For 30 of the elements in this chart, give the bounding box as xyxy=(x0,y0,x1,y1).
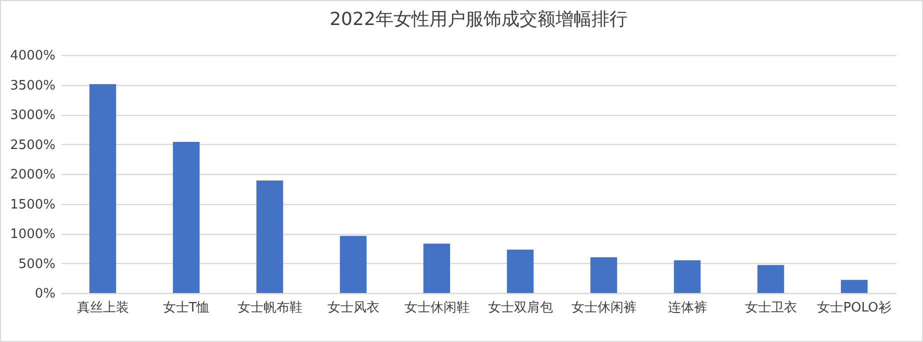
bar xyxy=(256,180,284,293)
x-tick-label: 连体裤 xyxy=(668,300,707,316)
x-tick-label: 女士卫衣 xyxy=(744,300,797,316)
y-tick-label: 1000% xyxy=(10,227,56,242)
bar xyxy=(506,250,534,293)
x-tick-label: 女士休闲鞋 xyxy=(404,300,470,316)
x-tick-label: 女士风衣 xyxy=(327,300,380,316)
y-tick-label: 2000% xyxy=(10,168,56,182)
x-tick-label: 女士帆布鞋 xyxy=(237,300,302,316)
x-tick-label: 女士POLO衫 xyxy=(817,300,892,316)
chart-title: 2022年女性用户服饰成交额增幅排行 xyxy=(330,9,628,30)
bar xyxy=(172,142,200,293)
x-tick-label: 女士T恤 xyxy=(162,300,210,316)
bar xyxy=(757,265,784,293)
bar xyxy=(423,244,450,293)
y-tick-label: 0% xyxy=(34,286,56,302)
y-tick-label: 500% xyxy=(18,256,56,272)
x-tick-label: 真丝上装 xyxy=(76,300,129,316)
y-tick-label: 2500% xyxy=(10,138,56,153)
y-tick-label: 1500% xyxy=(10,197,56,212)
y-tick-label: 3000% xyxy=(10,108,56,123)
bar xyxy=(340,236,367,293)
bar xyxy=(840,280,868,293)
bar xyxy=(590,257,618,293)
bar xyxy=(674,260,701,293)
y-tick-label: 3500% xyxy=(10,78,56,94)
x-tick-label: 女士休闲裤 xyxy=(571,300,636,316)
y-tick-label: 4000% xyxy=(10,48,56,64)
x-tick-label: 女士双肩包 xyxy=(488,300,553,316)
bar xyxy=(89,84,116,293)
